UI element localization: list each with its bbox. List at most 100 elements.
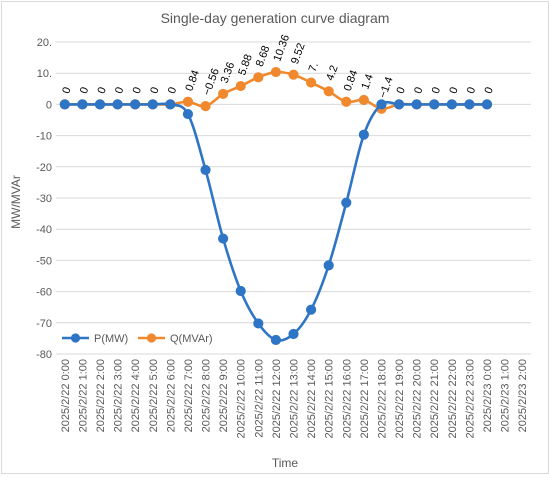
- data-point-pmw: [376, 99, 387, 110]
- x-tick-label: 2025/2/22 21:00: [429, 359, 441, 439]
- y-tick-label: -20: [36, 162, 52, 174]
- y-tick-label: -70: [36, 318, 52, 330]
- x-tick-label: 2025/2/22 14:00: [306, 359, 318, 439]
- data-point-pmw: [77, 99, 88, 110]
- data-label: 0: [60, 86, 73, 96]
- data-point-pmw: [358, 129, 369, 140]
- data-point-pmw: [130, 99, 141, 110]
- data-label: 0: [430, 86, 443, 96]
- y-tick-label: -30: [36, 193, 52, 205]
- legend-label: Q(MVAr): [170, 333, 213, 345]
- data-label: 0.84: [342, 69, 361, 93]
- x-tick-label: 2025/2/22 6:00: [165, 359, 177, 432]
- data-point-qmvar: [288, 69, 299, 80]
- data-label: 7.: [307, 61, 321, 74]
- data-point-pmw: [393, 99, 405, 110]
- data-point-qmvar: [235, 80, 246, 92]
- data-label: 0: [131, 86, 144, 96]
- y-tick-label: -10: [36, 131, 52, 143]
- data-label: 0: [447, 86, 460, 96]
- series-layer: [59, 66, 493, 346]
- data-label: 0: [96, 86, 109, 96]
- y-tick-label: 0: [46, 99, 52, 111]
- data-point-pmw: [94, 99, 106, 110]
- x-tick-label: 2025/2/22 9:00: [218, 359, 230, 432]
- data-label: 9.52: [289, 41, 308, 65]
- x-tick-label: 2025/2/22 20:00: [412, 359, 424, 439]
- y-tick-label: 10.: [37, 68, 52, 80]
- data-point-pmw: [182, 108, 194, 120]
- x-tick-label: 2025/2/22 23:00: [464, 359, 476, 439]
- data-point-pmw: [59, 99, 70, 110]
- y-axis-ticks: 20. 10. 0 -10 -20 -30 -40 -50 -60 -70 -80: [36, 37, 52, 361]
- data-label: 0: [465, 86, 478, 96]
- data-point-pmw: [464, 99, 475, 110]
- x-tick-label: 2025/2/22 4:00: [130, 359, 142, 432]
- x-tick-label: 2025/2/22 22:00: [447, 359, 459, 439]
- x-tick-label: 2025/2/23 0:00: [482, 359, 494, 432]
- x-tick-label: 2025/2/23 1:00: [500, 359, 512, 432]
- x-tick-label: 2025/2/22 1:00: [77, 359, 89, 432]
- data-label: 8.68: [254, 44, 273, 68]
- data-point-qmvar: [305, 77, 317, 88]
- data-point-pmw: [112, 99, 123, 110]
- data-label: 0: [78, 86, 91, 96]
- data-point-qmvar: [182, 96, 194, 107]
- x-tick-label: 2025/2/22 10:00: [236, 359, 248, 439]
- x-tick-label: 2025/2/22 16:00: [341, 359, 353, 439]
- x-tick-label: 2025/2/22 5:00: [148, 359, 160, 432]
- x-tick-label: 2025/2/22 8:00: [201, 359, 213, 432]
- data-point-pmw: [411, 99, 422, 110]
- x-tick-label: 2025/2/22 0:00: [60, 359, 72, 432]
- data-label: 4.2: [324, 64, 341, 82]
- data-label: 1.4: [359, 73, 376, 91]
- data-label: 0: [113, 86, 126, 96]
- gridlines: [56, 41, 531, 355]
- x-tick-label: 2025/2/22 19:00: [394, 359, 406, 439]
- data-point-qmvar: [253, 72, 264, 83]
- x-tick-label: 2025/2/22 18:00: [376, 359, 388, 439]
- x-tick-label: 2025/2/22 13:00: [289, 359, 301, 439]
- x-axis-ticks: 2025/2/22 0:00 2025/2/22 1:00 2025/2/22 2:…: [60, 359, 529, 439]
- data-point-pmw: [341, 197, 352, 208]
- series-line-pmw: [64, 100, 488, 342]
- data-label: 0: [412, 86, 425, 96]
- x-tick-label: 2025/2/22 2:00: [95, 359, 107, 432]
- legend-label: P(MW): [94, 333, 128, 345]
- x-tick-label: 2025/2/22 11:00: [253, 359, 265, 438]
- data-point-qmvar: [200, 101, 211, 112]
- data-label: 0: [148, 86, 161, 96]
- data-label: 0: [166, 86, 179, 96]
- data-point-pmw: [446, 99, 457, 110]
- data-label: 0: [483, 86, 496, 96]
- data-label: −1.4: [377, 75, 396, 100]
- x-axis-title: Time: [272, 456, 299, 470]
- x-tick-label: 2025/2/22 15:00: [324, 359, 336, 439]
- data-point-pmw: [165, 99, 176, 110]
- data-point-qmvar: [270, 66, 282, 78]
- x-tick-label: 2025/2/22 17:00: [359, 359, 371, 439]
- x-tick-label: 2025/2/22 12:00: [271, 359, 283, 439]
- data-point-pmw: [235, 285, 246, 297]
- y-tick-label: 20.: [37, 37, 52, 49]
- x-tick-label: 2025/2/22 7:00: [183, 359, 195, 432]
- data-point-pmw: [218, 233, 229, 244]
- line-chart: Single-day generation curve diagram 20. 1…: [9, 10, 531, 470]
- data-point-qmvar: [341, 96, 352, 107]
- chart-title: Single-day generation curve diagram: [161, 10, 390, 26]
- data-point-pmw: [288, 328, 299, 340]
- data-point-qmvar: [323, 86, 334, 97]
- data-label: 0: [395, 86, 408, 96]
- x-tick-label: 2025/2/22 3:00: [113, 359, 125, 432]
- data-point-pmw: [200, 164, 211, 176]
- legend-marker: [70, 333, 81, 343]
- y-tick-label: -40: [36, 224, 52, 236]
- data-label: 10.36: [271, 33, 292, 63]
- data-point-pmw: [429, 99, 440, 110]
- legend-marker: [146, 333, 157, 343]
- data-point-qmvar: [358, 94, 369, 106]
- data-point-pmw: [253, 318, 264, 329]
- data-point-pmw: [270, 334, 282, 346]
- legend: P(MW) Q(MVAr): [62, 333, 213, 345]
